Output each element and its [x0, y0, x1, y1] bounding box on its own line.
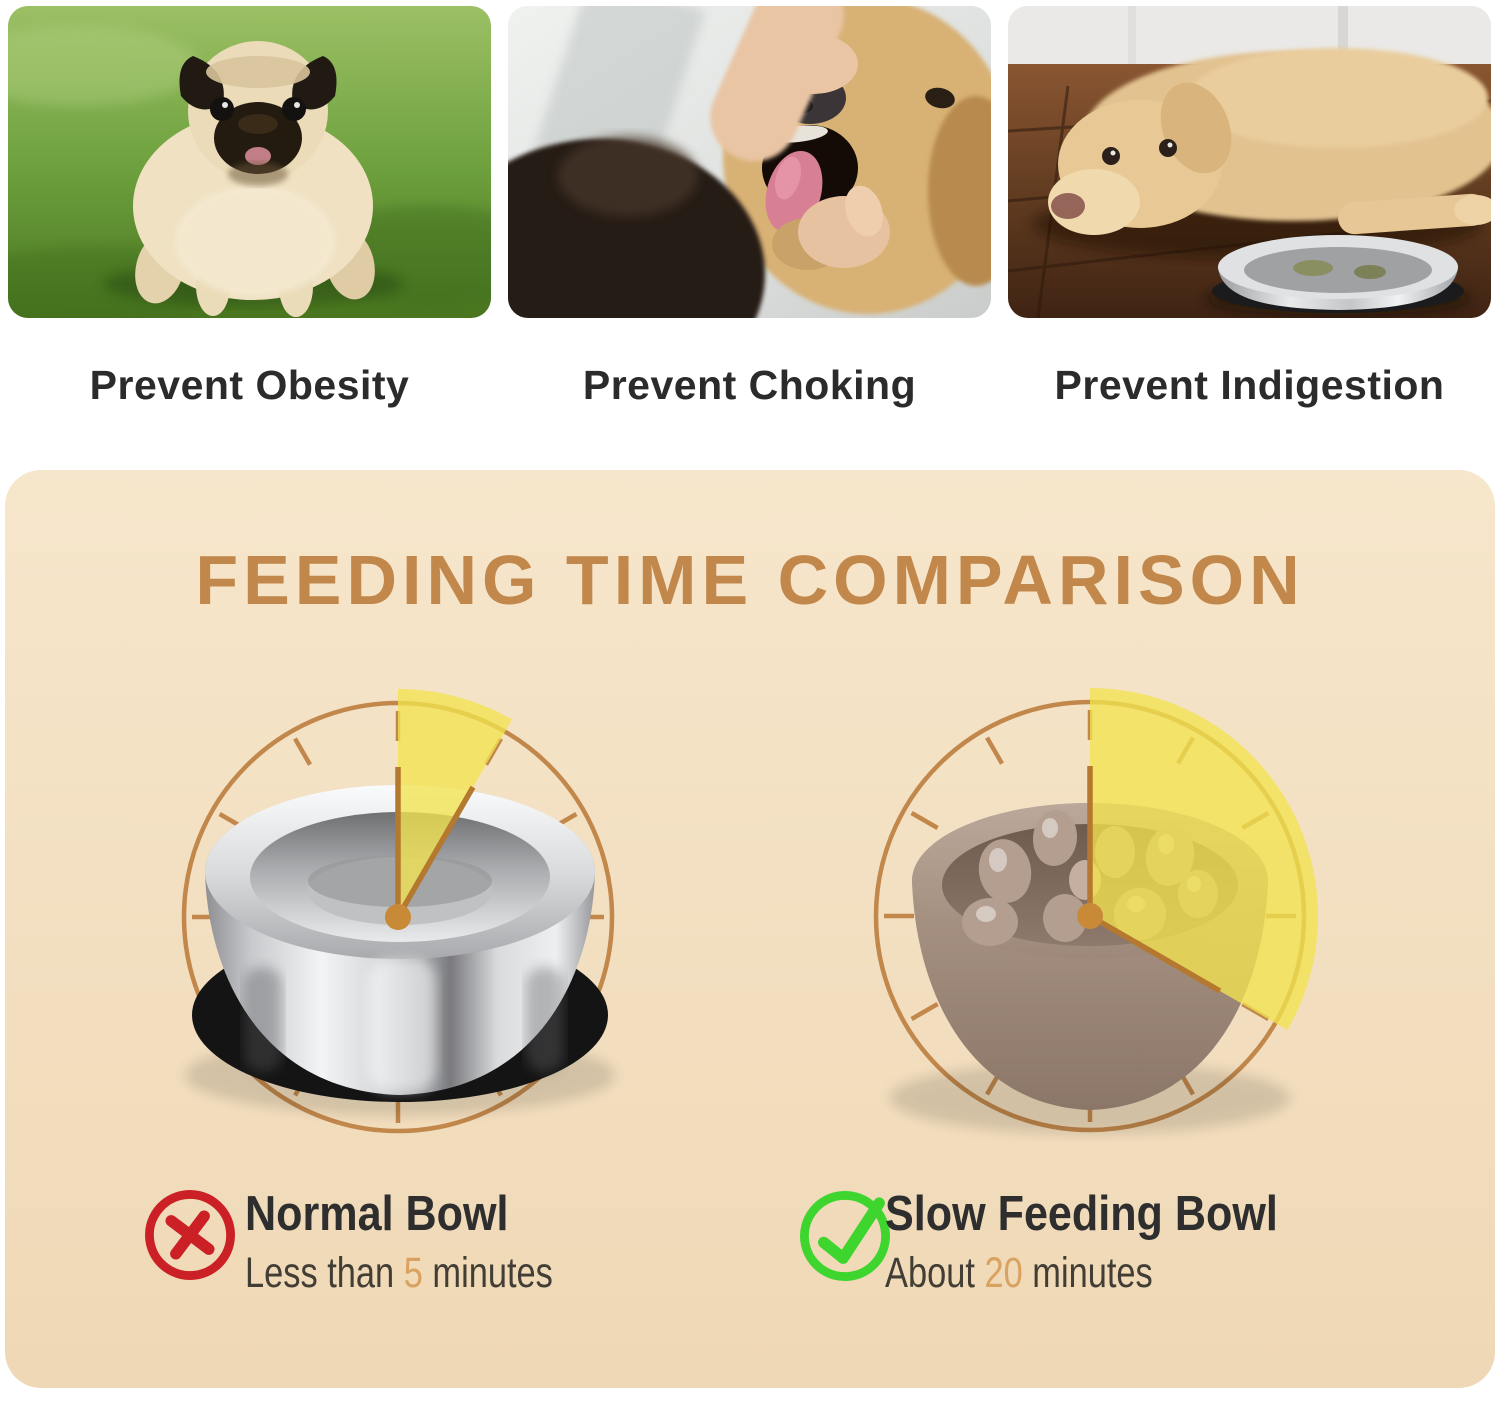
overweight-pug-illustration: [8, 6, 491, 318]
slow-bowl-time: About 20 minutes: [885, 1249, 1153, 1297]
benefit-photo-indigestion: [1008, 6, 1491, 318]
cross-icon: [145, 1190, 235, 1280]
clock-hand-end: [1088, 913, 1222, 994]
clock-hand-end: [395, 785, 476, 919]
comparison-panel: FEEDING TIME COMPARISON: [5, 470, 1495, 1388]
normal-bowl-label: Normal Bowl: [245, 1187, 509, 1241]
panel-title: FEEDING TIME COMPARISON: [195, 541, 1305, 619]
caption-prevent-obesity: Prevent Obesity: [89, 362, 410, 408]
check-icon: [800, 1191, 890, 1281]
clock-normal-bowl: [181, 689, 615, 1134]
normal-bowl-time: Less than 5 minutes: [245, 1249, 553, 1297]
steel-food-bowl: [1206, 235, 1470, 315]
time-wedge: [1090, 688, 1318, 1030]
benefit-photo-obesity: [8, 6, 491, 318]
caption-prevent-choking: Prevent Choking: [582, 362, 917, 408]
mouth-check-illustration: [508, 6, 991, 318]
benefit-photo-choking: [508, 6, 991, 318]
clock-center-dot: [1077, 903, 1103, 929]
person-hand-and-arm: [710, 6, 890, 268]
sad-labrador-illustration: [1008, 6, 1491, 318]
caption-prevent-indigestion: Prevent Indigestion: [1054, 362, 1445, 408]
slow-bowl-label: Slow Feeding Bowl: [885, 1187, 1278, 1241]
clock-center-dot: [385, 904, 411, 930]
slow-bowl-result: Slow Feeding Bowl About 20 minutes: [885, 1186, 1331, 1298]
person-head: [508, 136, 765, 318]
stainless-steel-bowl: [185, 785, 615, 1115]
clock-slow-bowl: [873, 688, 1318, 1134]
time-wedge: [398, 689, 512, 917]
pug-dog: [103, 41, 403, 317]
labrador-dog: [1033, 48, 1491, 259]
normal-bowl-result: Normal Bowl Less than 5 minutes: [245, 1186, 630, 1298]
